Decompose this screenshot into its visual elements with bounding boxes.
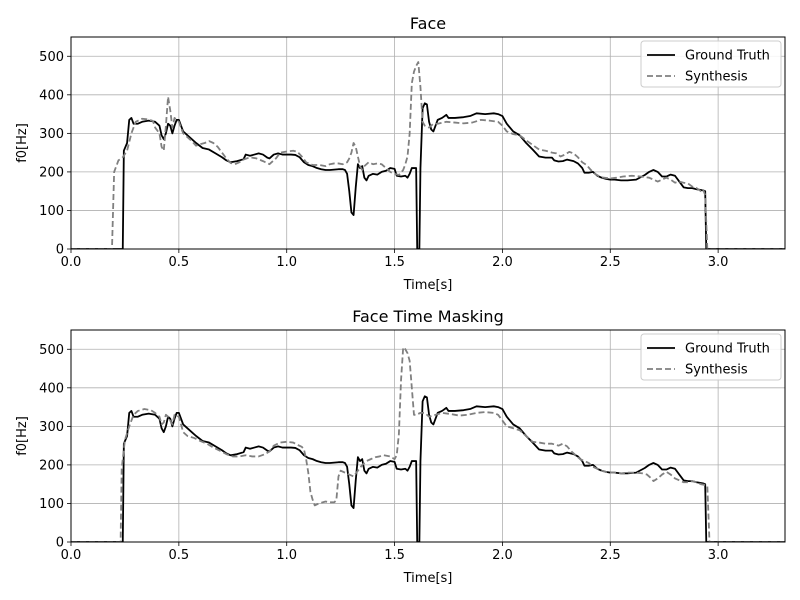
x-tick-label: 0.0 [61, 548, 82, 563]
y-tick-label: 400 [39, 381, 64, 396]
x-tick-label: 2.5 [600, 548, 621, 563]
y-tick-label: 400 [39, 88, 64, 103]
legend-frame [640, 333, 782, 381]
x-tick-label: 2.5 [600, 255, 621, 270]
chart-title: Face [410, 14, 446, 33]
legend: Ground Truth Synthesis [640, 333, 782, 381]
x-tick-label: 3.0 [708, 548, 729, 563]
x-tick-label: 1.5 [384, 548, 405, 563]
y-tick-label: 300 [39, 420, 64, 435]
x-tick-label: 0.5 [169, 548, 190, 563]
y-tick-label: 200 [39, 165, 64, 180]
x-axis-label: Time[s] [403, 278, 453, 293]
chart-face-time-masking: Face Time Masking Time[s] f0[Hz] 0.0 0.5 1… [15, 307, 786, 586]
y-tick-label: 500 [39, 50, 64, 65]
series-line-synthesis [71, 61, 785, 249]
legend-label-ground-truth: Ground Truth [685, 49, 770, 64]
y-tick-label: 200 [39, 458, 64, 473]
x-tick-label: 1.5 [384, 255, 405, 270]
y-tick-label: 0 [56, 536, 64, 551]
x-tick-label: 1.0 [276, 255, 297, 270]
y-tick-label: 100 [39, 204, 64, 219]
x-tick-label: 0.0 [61, 255, 82, 270]
y-tick-label: 500 [39, 343, 64, 358]
y-tick-label: 300 [39, 127, 64, 142]
plot-frame [70, 329, 786, 543]
chart-face: Face Time[s] f0[Hz] 0.0 0.5 1.0 1.5 2.0 2.5 3.… [15, 14, 786, 293]
legend-frame [640, 40, 782, 88]
plot-frame [70, 36, 786, 250]
y-axis-label: f0[Hz] [15, 416, 30, 456]
legend-label-ground-truth: Ground Truth [685, 342, 770, 357]
y-axis-label: f0[Hz] [15, 123, 30, 163]
y-tick-label: 0 [56, 243, 64, 258]
legend-label-synthesis: Synthesis [685, 363, 748, 378]
y-tick-label: 100 [39, 497, 64, 512]
legend-label-synthesis: Synthesis [685, 70, 748, 85]
legend: Ground Truth Synthesis [640, 40, 782, 88]
x-tick-label: 1.0 [276, 548, 297, 563]
x-tick-label: 0.5 [169, 255, 190, 270]
series-line-synthesis [71, 346, 785, 542]
x-tick-label: 2.0 [492, 548, 513, 563]
x-axis-label: Time[s] [403, 571, 453, 586]
chart-title: Face Time Masking [352, 307, 503, 326]
x-tick-label: 2.0 [492, 255, 513, 270]
x-tick-label: 3.0 [708, 255, 729, 270]
